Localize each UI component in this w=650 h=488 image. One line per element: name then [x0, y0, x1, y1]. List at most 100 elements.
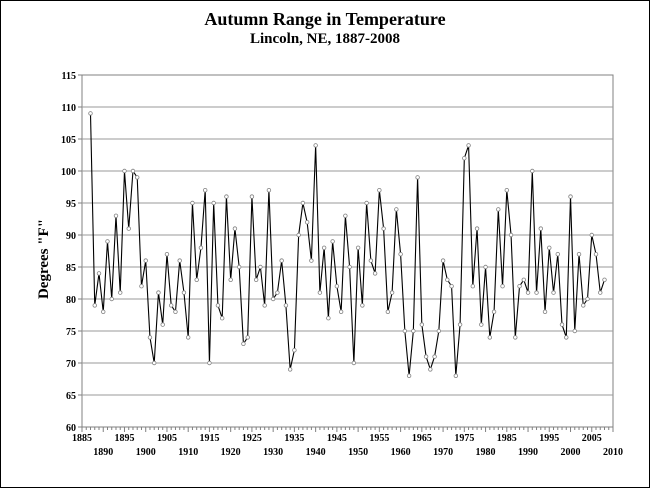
x-tick-label: 1990	[518, 447, 538, 458]
data-point	[236, 264, 242, 270]
x-tick-label: 1925	[242, 433, 262, 444]
data-point	[453, 373, 459, 378]
data-point	[228, 277, 233, 282]
data-point	[559, 322, 565, 327]
data-point	[207, 360, 212, 366]
data-point	[313, 143, 318, 148]
data-point	[517, 284, 522, 289]
data-point	[419, 322, 425, 327]
data-point	[487, 335, 493, 340]
data-point	[576, 251, 582, 257]
data-point	[500, 284, 505, 289]
data-point	[589, 232, 594, 238]
data-point	[534, 290, 539, 295]
data-point	[109, 296, 114, 302]
data-point	[292, 348, 297, 353]
x-tick-label: 2010	[603, 447, 623, 458]
data-point	[190, 200, 195, 206]
x-tick-label: 1975	[454, 433, 474, 444]
data-point	[164, 251, 170, 257]
data-point	[147, 335, 153, 340]
data-point	[547, 245, 552, 250]
data-point	[440, 258, 446, 263]
data-point	[304, 219, 310, 225]
data-point	[185, 335, 191, 340]
data-point	[491, 309, 497, 314]
data-point	[101, 309, 106, 314]
data-point	[372, 271, 378, 276]
data-point	[219, 316, 225, 321]
data-point	[215, 303, 221, 308]
data-point	[555, 251, 560, 257]
data-point	[279, 258, 284, 263]
y-axis-ticks: 60 65 70 75 80 85 90 95 100 105 110 115	[61, 71, 82, 434]
data-point	[283, 303, 289, 308]
data-point	[202, 187, 208, 193]
x-tick-label: 1995	[539, 433, 559, 444]
data-point	[564, 335, 569, 340]
y-tick-label: 110	[62, 103, 76, 114]
x-tick-label: 1940	[306, 447, 326, 458]
data-point	[513, 335, 518, 340]
data-point	[224, 194, 229, 199]
x-tick-label: 1890	[93, 447, 113, 458]
data-point	[389, 290, 395, 295]
data-point	[126, 226, 131, 231]
y-tick-label: 60	[66, 423, 76, 434]
data-point	[355, 245, 361, 250]
data-point	[402, 328, 408, 334]
data-point	[160, 322, 165, 327]
data-point	[542, 309, 548, 314]
data-point	[88, 111, 93, 116]
data-point	[377, 187, 382, 193]
data-point	[262, 303, 267, 308]
data-point	[181, 290, 187, 295]
data-point	[457, 322, 463, 327]
data-point	[198, 245, 204, 250]
x-tick-label: 1895	[114, 433, 134, 444]
data-point	[338, 309, 344, 314]
y-tick-label: 90	[66, 231, 76, 242]
data-point	[92, 303, 97, 308]
data-point	[411, 328, 416, 334]
x-tick-label: 1935	[284, 433, 304, 444]
data-point	[135, 175, 140, 180]
plot-area	[81, 74, 614, 428]
y-tick-label: 75	[66, 327, 76, 338]
data-point	[317, 290, 323, 295]
x-tick-label: 2005	[582, 433, 602, 444]
data-point	[496, 207, 501, 212]
data-point	[581, 303, 586, 308]
data-point	[249, 194, 255, 199]
data-point	[330, 239, 335, 244]
x-tick-label: 1910	[178, 447, 198, 458]
data-point	[253, 277, 259, 282]
x-tick-label: 1980	[476, 447, 496, 458]
data-point	[381, 226, 386, 231]
y-tick-label: 65	[66, 391, 76, 402]
x-tick-label: 1905	[157, 433, 177, 444]
data-point	[143, 258, 148, 263]
data-point	[169, 303, 174, 308]
x-axis-ticks: 1885 1895 1905 1915 1925 1935 1945 1955 1965 1975…	[72, 427, 623, 458]
data-point	[194, 277, 199, 282]
data-point	[415, 175, 420, 180]
data-point	[432, 354, 437, 359]
data-point	[300, 200, 306, 206]
x-tick-label: 1950	[348, 447, 368, 458]
data-point	[602, 277, 607, 282]
data-point	[551, 290, 556, 295]
series-line	[89, 113, 606, 376]
data-point	[326, 316, 331, 321]
data-point	[177, 258, 182, 263]
data-point	[504, 187, 509, 193]
x-tick-label: 2000	[561, 447, 581, 458]
y-axis-label: Degrees "F"	[36, 219, 52, 299]
data-point	[385, 309, 391, 314]
data-point	[479, 322, 484, 327]
data-point	[241, 341, 246, 346]
data-point	[368, 258, 374, 263]
data-point	[364, 200, 369, 206]
data-point	[462, 155, 467, 161]
